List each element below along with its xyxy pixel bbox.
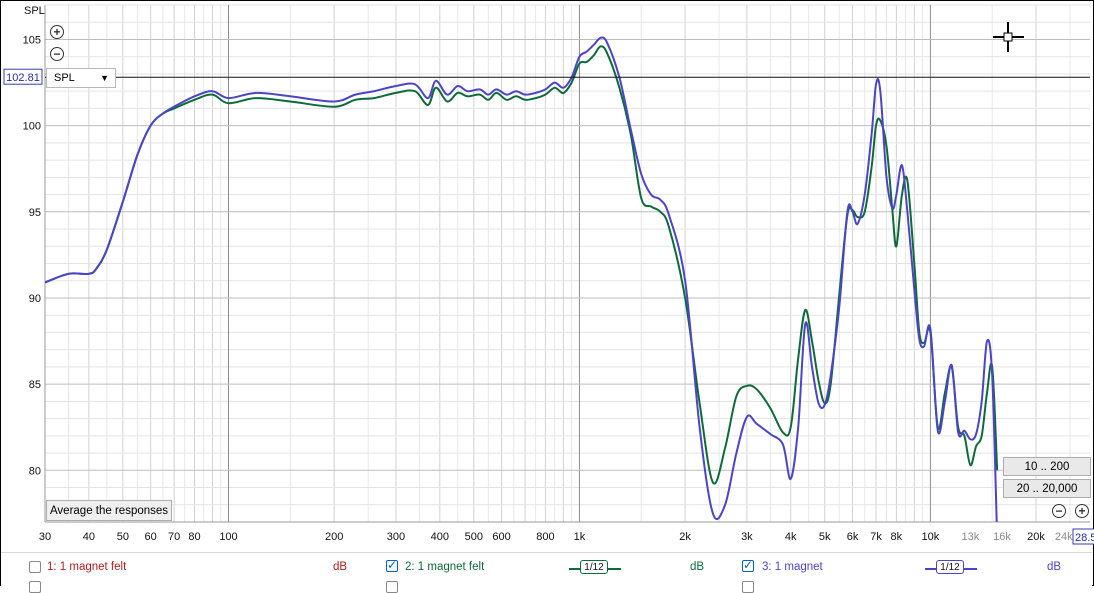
legend-checkbox-1[interactable] <box>29 561 41 573</box>
x-tick-label: 10k <box>922 531 940 543</box>
x-axis-ticks: 30 40 50 60 70 80 100 200 300 400 500 600 800 1k 2k 3k 4… <box>39 528 1094 545</box>
legend-checkbox-2[interactable] <box>386 558 398 572</box>
x-tick-label: 8k <box>891 531 903 543</box>
legend-unit-2: dB <box>690 561 705 573</box>
cursor-readout-value: 102.81 <box>6 72 40 84</box>
x-tick-label: 200 <box>325 531 343 543</box>
cursor-readout-box <box>3 68 43 85</box>
plot-area[interactable] <box>45 36 999 539</box>
y-axis-ticks: 80 85 90 95 100 105 <box>23 34 41 477</box>
x-tick-label: 24k <box>1055 531 1073 543</box>
legend-bar: 1: 1 magnet felt dB 2: 1 magnet felt 1/1… <box>1 552 1092 593</box>
x-tick-label: 800 <box>536 531 554 543</box>
y-tick-label: 100 <box>23 121 41 133</box>
y-tick-label: 105 <box>23 34 41 46</box>
x-tick-label: 3k <box>741 531 753 543</box>
y-tick-label: 90 <box>29 293 41 305</box>
x-tick-label: 1k <box>574 531 586 543</box>
legend-checkbox-6[interactable] <box>742 581 754 593</box>
zoom-in-horizontal-icon[interactable]: + <box>1075 504 1089 518</box>
x-tick-label: 13k <box>961 531 979 543</box>
legend-unit-1: dB <box>333 561 348 573</box>
series-line-2 <box>45 45 999 485</box>
x-tick-label: 20k <box>1027 531 1045 543</box>
x-tick-label: 5k <box>819 531 831 543</box>
x-tick-label: 6k <box>847 531 859 543</box>
y-tick-label: 95 <box>29 207 41 219</box>
legend-label-3: 3: 1 magnet <box>762 561 823 573</box>
series-line-3 <box>45 36 998 522</box>
chevron-down-icon: ▼ <box>100 73 109 83</box>
legend-label-2: 2: 1 magnet felt <box>405 561 485 573</box>
legend-checkbox-5[interactable] <box>386 581 398 593</box>
x-tick-label: 60 <box>145 531 157 543</box>
x-tick-label: 16k <box>993 531 1011 543</box>
x-readout-value: 28.5 <box>1075 532 1094 544</box>
y-tick-label: 85 <box>29 379 41 391</box>
x-tick-label: 30 <box>39 531 51 543</box>
range-10-200-button[interactable]: 10 .. 200 <box>1003 457 1091 476</box>
spl-dropdown-value: SPL <box>54 72 75 84</box>
zoom-out-vertical-icon[interactable]: − <box>50 47 64 61</box>
crosshair-cursor-icon <box>993 22 1024 52</box>
legend-checkbox-3[interactable] <box>742 558 754 572</box>
x-tick-label: 80 <box>188 531 200 543</box>
zoom-out-horizontal-icon[interactable]: − <box>1052 504 1066 518</box>
x-tick-label: 2k <box>679 531 691 543</box>
minor-grid <box>44 4 1090 523</box>
x-tick-label: 50 <box>117 531 129 543</box>
x-tick-label: 70 <box>168 531 180 543</box>
smoothing-indicator-3[interactable]: 1/12 <box>925 560 977 576</box>
x-tick-label: 500 <box>465 531 483 543</box>
x-tick-label: 300 <box>387 531 405 543</box>
x-tick-label: 600 <box>492 531 510 543</box>
x-tick-label: 40 <box>83 531 95 543</box>
y-axis-label: SPL <box>24 5 45 17</box>
cursor-line: 102.81 <box>3 68 1090 85</box>
x-tick-label: 100 <box>219 531 237 543</box>
smoothing-label-3: 1/12 <box>936 560 964 574</box>
legend-label-1: 1: 1 magnet felt <box>47 561 127 573</box>
y-tick-label: 80 <box>29 465 41 477</box>
zoom-in-vertical-icon[interactable]: + <box>50 25 64 39</box>
x-readout: 28.5 <box>1072 528 1094 545</box>
average-responses-button[interactable]: Average the responses <box>46 500 172 521</box>
x-tick-label: 400 <box>431 531 449 543</box>
legend-unit-3: dB <box>1047 561 1062 573</box>
legend-checkbox-4[interactable] <box>29 581 41 593</box>
smoothing-label-2: 1/12 <box>580 560 608 574</box>
x-tick-label: 4k <box>785 531 797 543</box>
smoothing-indicator-2[interactable]: 1/12 <box>569 560 621 576</box>
spl-dropdown[interactable]: SPL ▼ <box>46 68 116 88</box>
range-20-20000-button[interactable]: 20 .. 20,000 <box>1003 479 1091 498</box>
x-tick-label: 7k <box>870 531 882 543</box>
